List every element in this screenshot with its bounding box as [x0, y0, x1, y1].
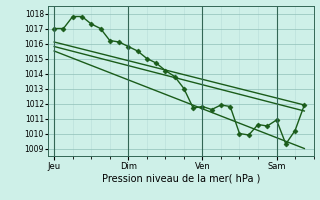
X-axis label: Pression niveau de la mer( hPa ): Pression niveau de la mer( hPa ): [102, 173, 260, 183]
